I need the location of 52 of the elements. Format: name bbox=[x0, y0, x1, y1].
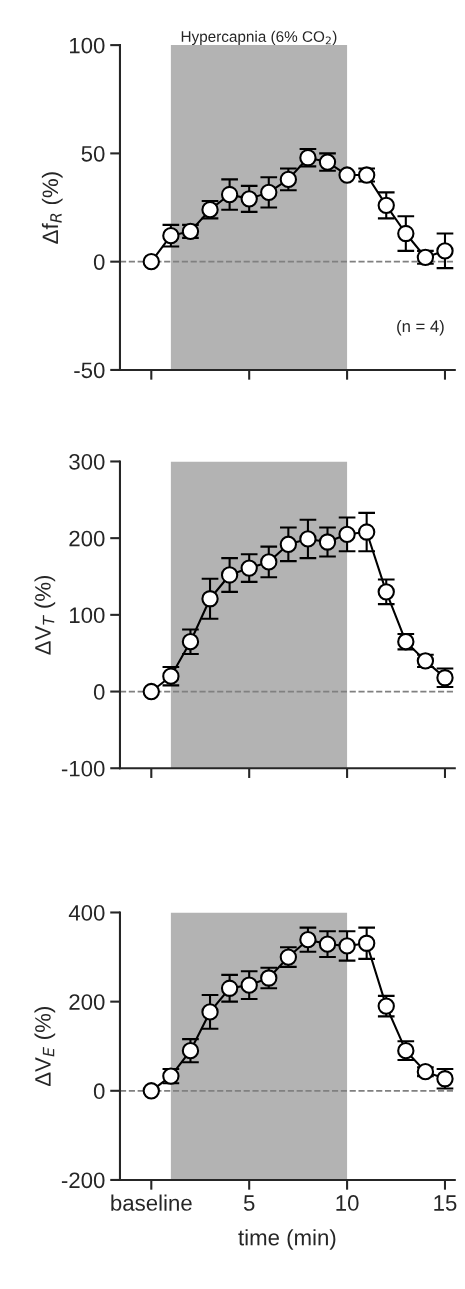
y-tick-label: 100 bbox=[70, 607, 105, 624]
point bbox=[181, 1042, 200, 1060]
point bbox=[397, 224, 415, 243]
x-tick-label: 5 bbox=[243, 1195, 255, 1211]
y-tick-label: -200 bbox=[61, 1172, 105, 1189]
point bbox=[279, 535, 298, 553]
point bbox=[338, 937, 356, 955]
point bbox=[142, 682, 160, 701]
point bbox=[260, 183, 278, 202]
point bbox=[201, 1003, 219, 1021]
point bbox=[318, 935, 337, 953]
band-label: Hypercapnia (6% CO$_{2}$) bbox=[181, 30, 337, 45]
x-axis-title: time (min) bbox=[238, 1229, 336, 1250]
point bbox=[240, 976, 258, 994]
y-tick-label: 50 bbox=[81, 145, 105, 162]
y-tick-label: 0 bbox=[93, 254, 105, 270]
point bbox=[338, 166, 356, 184]
point bbox=[377, 583, 395, 601]
point bbox=[357, 934, 376, 952]
y-tick-label: 400 bbox=[68, 905, 105, 921]
point bbox=[201, 590, 219, 608]
point bbox=[299, 530, 317, 548]
y-tick-label: 200 bbox=[69, 530, 105, 547]
point bbox=[338, 525, 356, 543]
point bbox=[357, 523, 376, 541]
point bbox=[240, 190, 258, 208]
point bbox=[260, 553, 278, 571]
x-tick-label: 15 bbox=[434, 1195, 457, 1211]
point bbox=[240, 559, 258, 577]
point bbox=[436, 242, 454, 260]
y-tick-label: -50 bbox=[74, 362, 105, 379]
point bbox=[318, 533, 337, 551]
point bbox=[377, 196, 395, 215]
x-tick-label: 10 bbox=[336, 1195, 359, 1211]
y-tick-label: 100 bbox=[70, 37, 105, 54]
point bbox=[142, 1082, 160, 1100]
annotation: (n = 4) bbox=[397, 319, 444, 336]
y-axis-title: Δf$_{R}$ (%) bbox=[41, 172, 63, 244]
point bbox=[220, 185, 239, 204]
y-tick-label: 0 bbox=[93, 1083, 105, 1100]
y-axis-title: ΔV$_{T}$ (%) bbox=[34, 575, 56, 655]
point bbox=[220, 979, 239, 997]
x-tick-label: baseline bbox=[111, 1194, 192, 1211]
y-tick-label: 0 bbox=[93, 684, 105, 700]
point bbox=[220, 566, 239, 584]
y-tick-label: -100 bbox=[61, 760, 105, 777]
y-axis-title: ΔV$_{E}$ (%) bbox=[34, 1007, 56, 1087]
point bbox=[299, 931, 317, 949]
y-tick-label: 200 bbox=[69, 994, 105, 1010]
point bbox=[142, 252, 160, 271]
y-tick-label: 300 bbox=[69, 454, 105, 470]
point bbox=[181, 633, 200, 651]
